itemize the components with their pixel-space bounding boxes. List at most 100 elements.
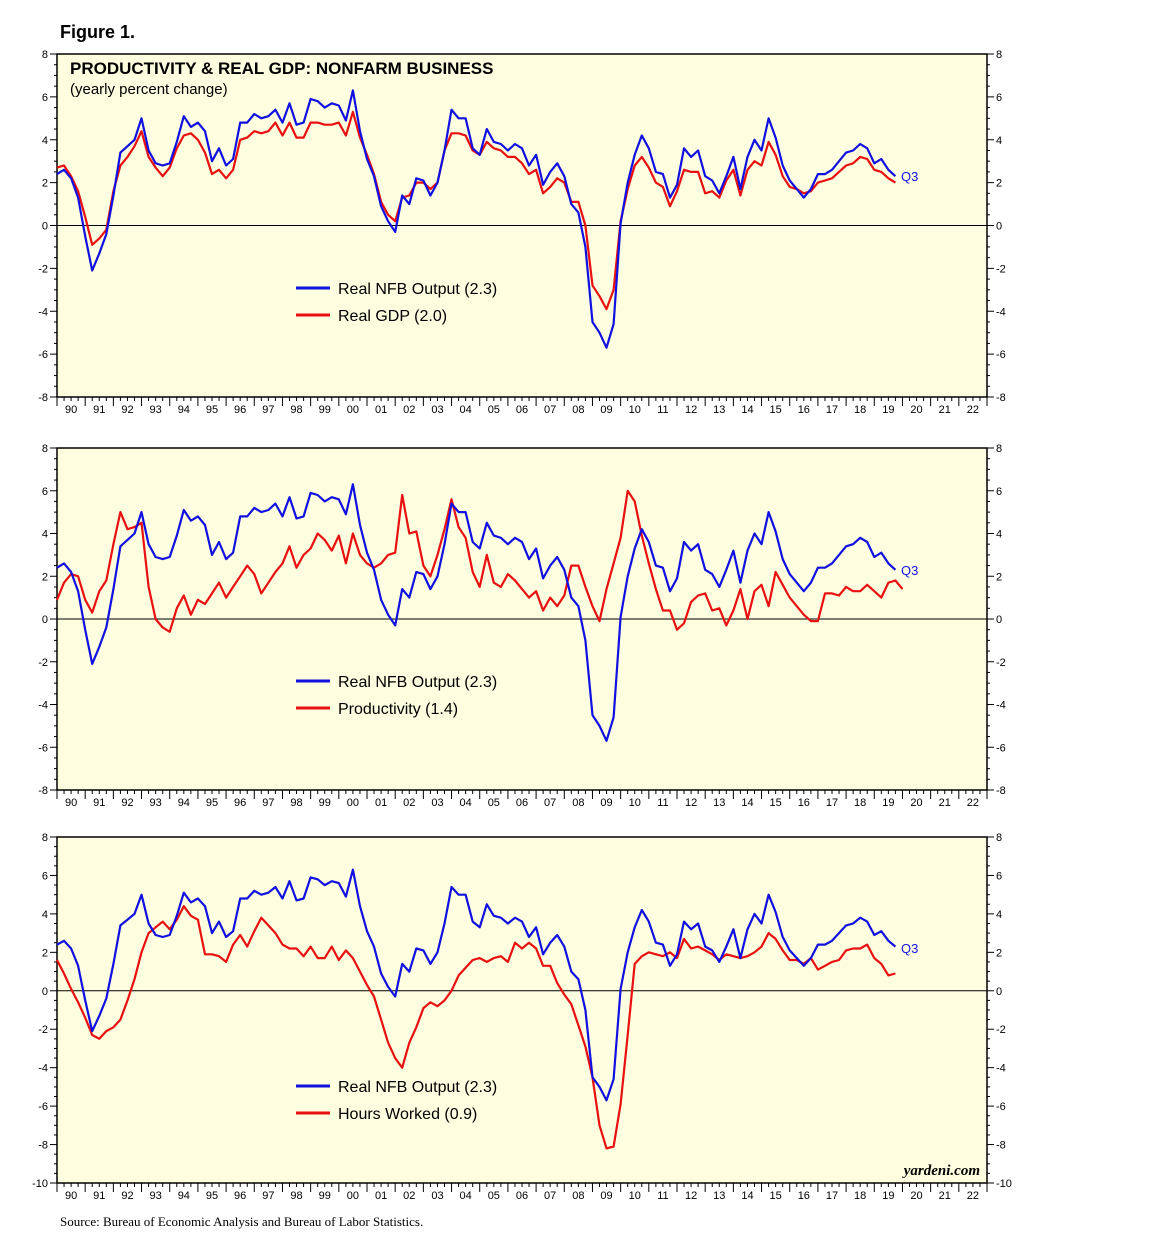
legend: Real NFB Output (2.3) Real GDP (2.0): [296, 281, 497, 325]
y-tick-label-right: -4: [996, 306, 1006, 318]
end-label-q3: Q3: [901, 941, 918, 956]
chart-title: PRODUCTIVITY & REAL GDP: NONFARM BUSINES…: [70, 59, 493, 78]
y-tick-label-right: 2: [996, 571, 1002, 583]
x-tick-label: 13: [713, 404, 725, 416]
y-tick-label-left: -2: [38, 1024, 48, 1036]
series-line-second: [56, 905, 896, 1150]
x-tick-label: 95: [206, 797, 218, 809]
x-tick-label: 19: [882, 1190, 894, 1202]
x-tick-label: 04: [460, 797, 472, 809]
x-tick-label: 18: [854, 797, 866, 809]
x-tick-label: 17: [826, 1190, 838, 1202]
x-tick-label: 06: [516, 404, 528, 416]
x-tick-label: 07: [544, 1190, 556, 1202]
x-tick-label: 06: [516, 797, 528, 809]
chart-panel-1: PRODUCTIVITY & REAL GDP: NONFARM BUSINES…: [38, 49, 1006, 416]
x-tick-label: 01: [375, 797, 387, 809]
x-tick-label: 03: [431, 797, 443, 809]
x-tick-label: 12: [685, 404, 697, 416]
x-tick-label: 90: [65, 1190, 77, 1202]
x-tick-label: 92: [121, 797, 133, 809]
x-tick-label: 98: [290, 797, 302, 809]
x-tick-label: 20: [910, 404, 922, 416]
y-tick-label-left: 8: [42, 443, 48, 455]
y-tick-label-right: 6: [996, 92, 1002, 104]
x-tick-label: 04: [460, 1190, 472, 1202]
x-tick-label: 07: [544, 404, 556, 416]
y-tick-label-left: 0: [42, 986, 48, 998]
x-tick-label: 98: [290, 404, 302, 416]
y-tick-label-right: 2: [996, 947, 1002, 959]
x-tick-label: 96: [234, 797, 246, 809]
x-tick-label: 10: [629, 1190, 641, 1202]
brand-watermark: yardeni.com: [902, 1163, 980, 1179]
x-tick-label: 98: [290, 1190, 302, 1202]
y-tick-label-right: 8: [996, 832, 1002, 844]
y-tick-label-left: 6: [42, 870, 48, 882]
legend-label-second: Productivity (1.4): [338, 701, 458, 718]
x-tick-label: 21: [939, 404, 951, 416]
legend-label-output: Real NFB Output (2.3): [338, 281, 497, 298]
x-tick-label: 15: [770, 404, 782, 416]
x-tick-label: 13: [713, 1190, 725, 1202]
y-tick-label-left: 0: [42, 614, 48, 626]
x-tick-label: 97: [262, 404, 274, 416]
y-tick-label-left: -4: [38, 306, 48, 318]
x-tick-label: 17: [826, 797, 838, 809]
x-tick-label: 95: [206, 1190, 218, 1202]
x-tick-label: 91: [93, 797, 105, 809]
x-tick-label: 02: [403, 404, 415, 416]
x-tick-label: 01: [375, 1190, 387, 1202]
x-tick-label: 12: [685, 797, 697, 809]
x-tick-label: 95: [206, 404, 218, 416]
y-tick-label-right: -8: [996, 1140, 1006, 1152]
x-tick-label: 91: [93, 1190, 105, 1202]
x-tick-label: 00: [347, 404, 359, 416]
y-tick-label-right: 8: [996, 443, 1002, 455]
x-tick-label: 16: [798, 1190, 810, 1202]
x-tick-label: 11: [657, 1190, 668, 1202]
x-tick-label: 20: [910, 1190, 922, 1202]
x-tick-label: 09: [600, 404, 612, 416]
x-tick-label: 99: [319, 404, 331, 416]
x-tick-label: 18: [854, 1190, 866, 1202]
y-tick-label-right: -10: [996, 1178, 1012, 1190]
y-tick-label-right: -6: [996, 1101, 1006, 1113]
x-tick-label: 96: [234, 404, 246, 416]
x-tick-label: 91: [93, 404, 105, 416]
series-line-output: [56, 483, 897, 742]
x-tick-label: 20: [910, 797, 922, 809]
x-tick-label: 08: [572, 404, 584, 416]
x-tick-label: 99: [319, 797, 331, 809]
y-tick-label-left: -6: [38, 742, 48, 754]
x-tick-label: 22: [967, 404, 979, 416]
y-tick-label-left: -2: [38, 657, 48, 669]
y-tick-label-right: 0: [996, 614, 1002, 626]
x-tick-label: 12: [685, 1190, 697, 1202]
y-tick-label-right: -2: [996, 1024, 1006, 1036]
x-tick-label: 97: [262, 1190, 274, 1202]
x-tick-label: 15: [770, 797, 782, 809]
x-tick-label: 90: [65, 404, 77, 416]
x-tick-label: 05: [488, 404, 500, 416]
x-tick-label: 99: [319, 1190, 331, 1202]
y-tick-label-right: -2: [996, 263, 1006, 275]
y-tick-label-right: 0: [996, 221, 1002, 233]
y-tick-label-left: 8: [42, 832, 48, 844]
y-tick-label-left: -2: [38, 263, 48, 275]
x-tick-label: 17: [826, 404, 838, 416]
x-tick-label: 92: [121, 1190, 133, 1202]
y-tick-label-left: 4: [42, 135, 48, 147]
y-tick-label-left: -8: [38, 785, 48, 797]
source-note: Source: Bureau of Economic Analysis and …: [60, 1214, 424, 1229]
chart-panel-2: Real NFB Output (2.3) Productivity (1.4)…: [38, 443, 1006, 809]
x-tick-label: 21: [939, 797, 951, 809]
series-line-second: [55, 489, 904, 633]
y-tick-label-left: 6: [42, 486, 48, 498]
y-tick-label-right: -2: [996, 657, 1006, 669]
x-tick-label: 14: [741, 797, 753, 809]
x-tick-label: 01: [375, 404, 387, 416]
x-tick-label: 93: [150, 404, 162, 416]
y-tick-label-left: 2: [42, 571, 48, 583]
end-label-q3: Q3: [901, 563, 918, 578]
